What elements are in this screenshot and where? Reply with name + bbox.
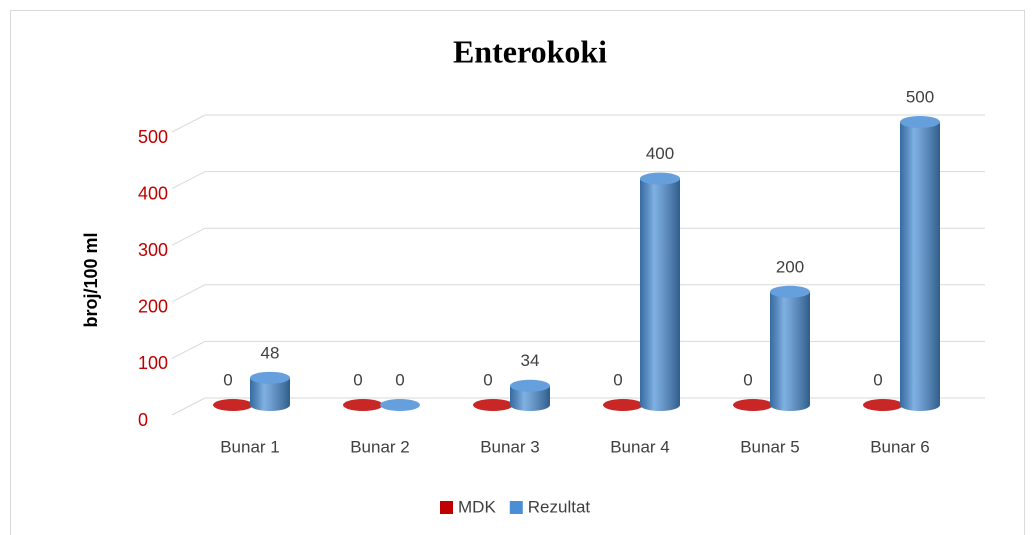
grid-line bbox=[171, 397, 985, 416]
y-axis-label: broj/100 ml bbox=[81, 232, 101, 327]
bar-part bbox=[380, 399, 420, 411]
x-tick-label: Bunar 3 bbox=[480, 437, 540, 456]
value-label: 48 bbox=[261, 343, 280, 362]
x-tick-label: Bunar 1 bbox=[220, 437, 280, 456]
x-tick-label: Bunar 5 bbox=[740, 437, 800, 456]
grid-line bbox=[171, 227, 985, 246]
bar-part bbox=[733, 399, 773, 411]
bar-part bbox=[863, 399, 903, 411]
bar-part bbox=[510, 379, 550, 392]
value-label: 0 bbox=[873, 370, 882, 389]
bar-part bbox=[640, 178, 680, 411]
bar-part bbox=[770, 291, 810, 411]
bar-part bbox=[473, 399, 513, 411]
legend-swatch bbox=[440, 501, 453, 514]
bar-part bbox=[900, 116, 940, 128]
bar-part bbox=[380, 399, 420, 411]
bar bbox=[640, 172, 680, 411]
value-label: 400 bbox=[646, 144, 674, 163]
value-label: 0 bbox=[353, 370, 362, 389]
bar bbox=[863, 399, 903, 411]
bar bbox=[343, 399, 383, 411]
x-tick-label: Bunar 6 bbox=[870, 437, 930, 456]
chart-frame bbox=[10, 10, 1025, 535]
bar bbox=[733, 399, 773, 411]
x-tick-label: Bunar 2 bbox=[350, 437, 410, 456]
bar bbox=[603, 399, 643, 411]
value-label: 0 bbox=[483, 370, 492, 389]
bar-part bbox=[770, 285, 810, 298]
bar-part bbox=[213, 399, 253, 411]
bar-part bbox=[213, 399, 253, 411]
value-label: 0 bbox=[395, 370, 404, 389]
bar-part bbox=[343, 399, 383, 411]
bar-part bbox=[603, 399, 643, 411]
bar-part bbox=[250, 371, 290, 384]
bar-part bbox=[770, 285, 810, 298]
bar-part bbox=[250, 377, 290, 411]
value-label: 500 bbox=[906, 87, 934, 106]
bar bbox=[770, 285, 810, 411]
bar-part bbox=[733, 399, 773, 411]
value-label: 0 bbox=[223, 370, 232, 389]
legend-label: Rezultat bbox=[528, 497, 591, 516]
value-label: 0 bbox=[743, 370, 752, 389]
grid-line bbox=[171, 114, 985, 133]
bar bbox=[510, 379, 550, 411]
grid-line bbox=[171, 171, 985, 190]
grid-line bbox=[171, 340, 985, 359]
y-tick-label: 100 bbox=[138, 353, 168, 373]
y-tick-label: 300 bbox=[138, 240, 168, 260]
value-label: 200 bbox=[776, 257, 804, 276]
bar bbox=[900, 116, 940, 411]
value-label: 0 bbox=[613, 370, 622, 389]
bar-part bbox=[250, 371, 290, 384]
bar bbox=[213, 399, 253, 411]
bar-part bbox=[343, 399, 383, 411]
value-label: 34 bbox=[521, 351, 540, 370]
bar bbox=[380, 399, 420, 411]
bar-part bbox=[900, 122, 940, 411]
bar bbox=[473, 399, 513, 411]
bar bbox=[250, 371, 290, 411]
bar-part bbox=[510, 385, 550, 411]
bar-part bbox=[900, 116, 940, 128]
grid-line bbox=[171, 284, 985, 303]
y-tick-label: 400 bbox=[138, 183, 168, 203]
bar-part bbox=[863, 399, 903, 411]
bar-part bbox=[603, 399, 643, 411]
y-tick-label: 0 bbox=[138, 410, 148, 430]
legend-label: MDK bbox=[458, 497, 496, 516]
x-tick-label: Bunar 4 bbox=[610, 437, 670, 456]
bar-part bbox=[510, 379, 550, 392]
bar-part bbox=[640, 172, 680, 185]
bar-part bbox=[473, 399, 513, 411]
y-tick-label: 200 bbox=[138, 297, 168, 317]
legend-swatch bbox=[509, 501, 523, 514]
y-tick-label: 500 bbox=[138, 127, 168, 147]
bar-part bbox=[640, 172, 680, 185]
chart-title: Enterokoki bbox=[453, 33, 607, 69]
